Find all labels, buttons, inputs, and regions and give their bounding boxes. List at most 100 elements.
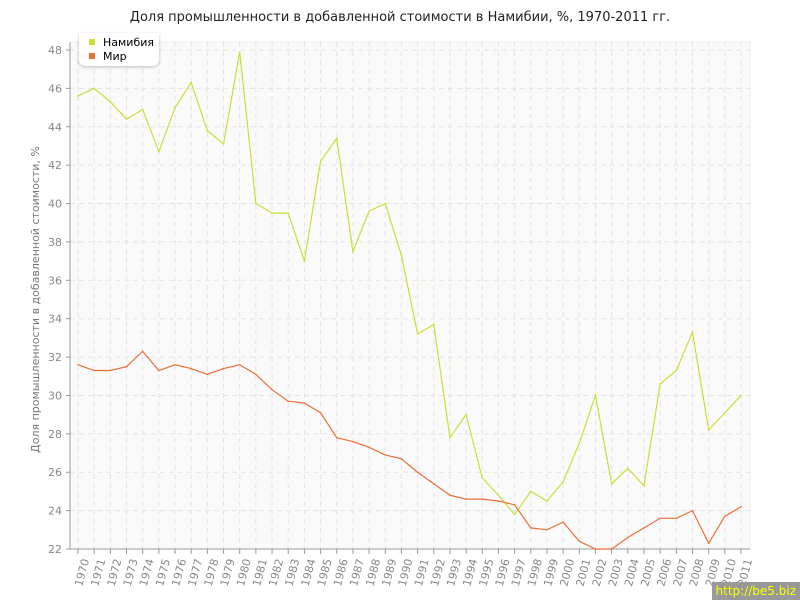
data-point xyxy=(497,494,500,497)
y-tick-label: 46 xyxy=(48,82,62,95)
data-point xyxy=(610,482,613,485)
data-point xyxy=(303,260,306,262)
data-point xyxy=(562,521,564,523)
y-tick-label: 42 xyxy=(48,159,62,172)
y-tick-label: 32 xyxy=(48,351,62,364)
data-point xyxy=(740,505,742,508)
chart-title: Доля промышленности в добавленной стоимо… xyxy=(129,10,671,25)
watermark-link[interactable]: http://be5.biz xyxy=(711,582,800,600)
data-point xyxy=(158,369,160,372)
data-point xyxy=(271,212,273,214)
data-point xyxy=(319,411,322,414)
data-point xyxy=(546,529,548,531)
data-point xyxy=(400,254,403,257)
data-point xyxy=(141,108,144,111)
data-point xyxy=(465,413,467,416)
y-tick-label: 24 xyxy=(48,505,62,518)
data-point xyxy=(675,517,678,520)
data-point xyxy=(238,51,241,53)
data-point xyxy=(352,250,354,253)
data-point xyxy=(659,517,661,520)
data-point xyxy=(513,504,516,506)
data-point xyxy=(449,436,451,439)
y-tick-label: 34 xyxy=(48,313,62,326)
data-point xyxy=(222,143,225,145)
data-point xyxy=(707,429,710,431)
data-point xyxy=(562,481,564,483)
data-point xyxy=(158,150,160,153)
data-point xyxy=(335,137,338,140)
data-point xyxy=(740,394,742,397)
legend-swatch-icon xyxy=(89,53,95,59)
data-point xyxy=(497,500,500,502)
y-tick-label: 40 xyxy=(48,198,62,211)
y-tick-label: 48 xyxy=(48,44,62,57)
data-point xyxy=(335,436,338,439)
data-point xyxy=(675,369,678,372)
data-point xyxy=(287,212,290,214)
data-point xyxy=(125,118,128,120)
y-tick-label: 26 xyxy=(48,466,62,479)
y-tick-label: 44 xyxy=(48,121,62,134)
data-point xyxy=(190,367,192,370)
data-point xyxy=(222,367,225,370)
data-point xyxy=(627,467,629,470)
series-line-0 xyxy=(77,51,742,516)
data-point xyxy=(206,129,209,132)
legend-label: Мир xyxy=(103,50,127,63)
data-point xyxy=(303,402,306,404)
data-point xyxy=(594,394,597,397)
legend-item-world[interactable]: Мир xyxy=(89,50,127,64)
data-point xyxy=(352,440,354,443)
data-point xyxy=(287,400,290,403)
data-point xyxy=(416,333,419,335)
data-point xyxy=(400,457,403,460)
data-point xyxy=(529,527,532,529)
legend-label: Намибия xyxy=(103,36,155,49)
data-point xyxy=(125,365,128,368)
y-tick-label: 36 xyxy=(48,274,62,287)
data-point xyxy=(174,106,176,109)
data-point xyxy=(627,536,629,539)
data-point xyxy=(610,548,613,550)
y-tick-label: 30 xyxy=(48,389,62,402)
data-point xyxy=(465,498,467,500)
data-point xyxy=(109,369,112,372)
data-point xyxy=(643,527,645,529)
legend-swatch-icon xyxy=(89,39,95,45)
data-point xyxy=(707,542,710,545)
data-point xyxy=(481,477,484,479)
data-point xyxy=(691,509,694,512)
data-point xyxy=(319,160,322,163)
data-point xyxy=(384,454,387,456)
data-point xyxy=(529,490,532,493)
data-point xyxy=(481,498,484,500)
data-point xyxy=(449,494,451,497)
series-line-1 xyxy=(77,350,742,550)
data-point xyxy=(432,323,435,326)
data-point xyxy=(659,383,661,385)
data-point xyxy=(578,540,581,543)
data-point xyxy=(643,484,645,487)
data-point xyxy=(174,363,176,366)
data-point xyxy=(93,369,95,372)
data-point xyxy=(513,513,516,516)
data-point xyxy=(432,482,435,485)
data-point xyxy=(255,373,257,376)
data-point xyxy=(271,388,273,391)
y-tick-label: 22 xyxy=(48,543,62,556)
data-point xyxy=(93,87,95,90)
data-point xyxy=(368,446,370,449)
data-point xyxy=(416,471,419,474)
data-point xyxy=(141,350,144,353)
legend-item-namibia[interactable]: Намибия xyxy=(89,36,154,50)
data-point xyxy=(594,548,597,550)
data-point xyxy=(368,210,370,213)
y-axis-label: Доля промышленности в добавленной стоимо… xyxy=(29,146,42,453)
data-point xyxy=(255,202,257,205)
legend: Намибия Мир xyxy=(79,33,159,66)
data-point xyxy=(691,331,694,333)
data-point xyxy=(190,81,192,84)
data-point xyxy=(724,411,726,414)
